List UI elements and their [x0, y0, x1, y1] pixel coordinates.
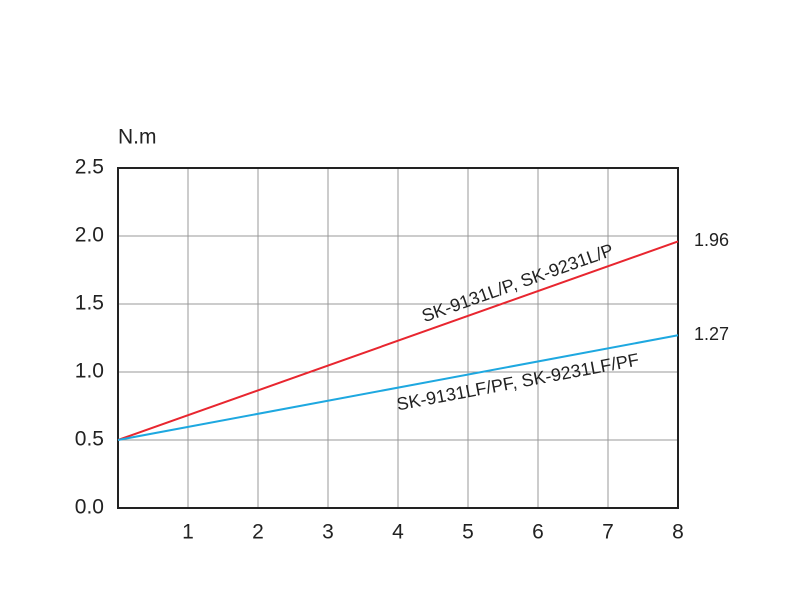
y-tick-label: 2.5	[75, 156, 104, 179]
x-tick-label: 3	[322, 521, 334, 544]
series-line	[117, 240, 679, 441]
y-tick-label: 0.5	[75, 428, 104, 451]
y-tick-label: 1.5	[75, 292, 104, 315]
x-tick-label: 5	[462, 521, 474, 544]
y-axis-label: N.m	[118, 126, 157, 149]
y-tick-label: 0.0	[75, 496, 104, 519]
x-tick-label: 1	[182, 521, 194, 544]
y-tick-label: 1.0	[75, 360, 104, 383]
plot-frame	[117, 167, 679, 509]
end-value-label: 1.96	[694, 230, 729, 250]
y-tick-label: 2.0	[75, 224, 104, 247]
x-tick-label: 6	[532, 521, 544, 544]
x-tick-label: 8	[672, 521, 684, 544]
series-label: SK-9131L/P, SK-9231L/P	[419, 240, 616, 326]
end-value-label: 1.27	[694, 324, 729, 344]
x-tick-label: 4	[392, 521, 404, 544]
series-line	[117, 334, 679, 441]
x-tick-label: 2	[252, 521, 264, 544]
x-tick-label: 7	[602, 521, 614, 544]
